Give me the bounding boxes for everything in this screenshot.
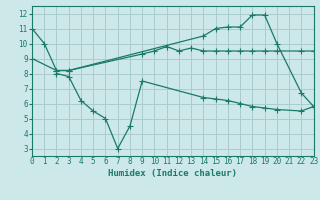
X-axis label: Humidex (Indice chaleur): Humidex (Indice chaleur) xyxy=(108,169,237,178)
